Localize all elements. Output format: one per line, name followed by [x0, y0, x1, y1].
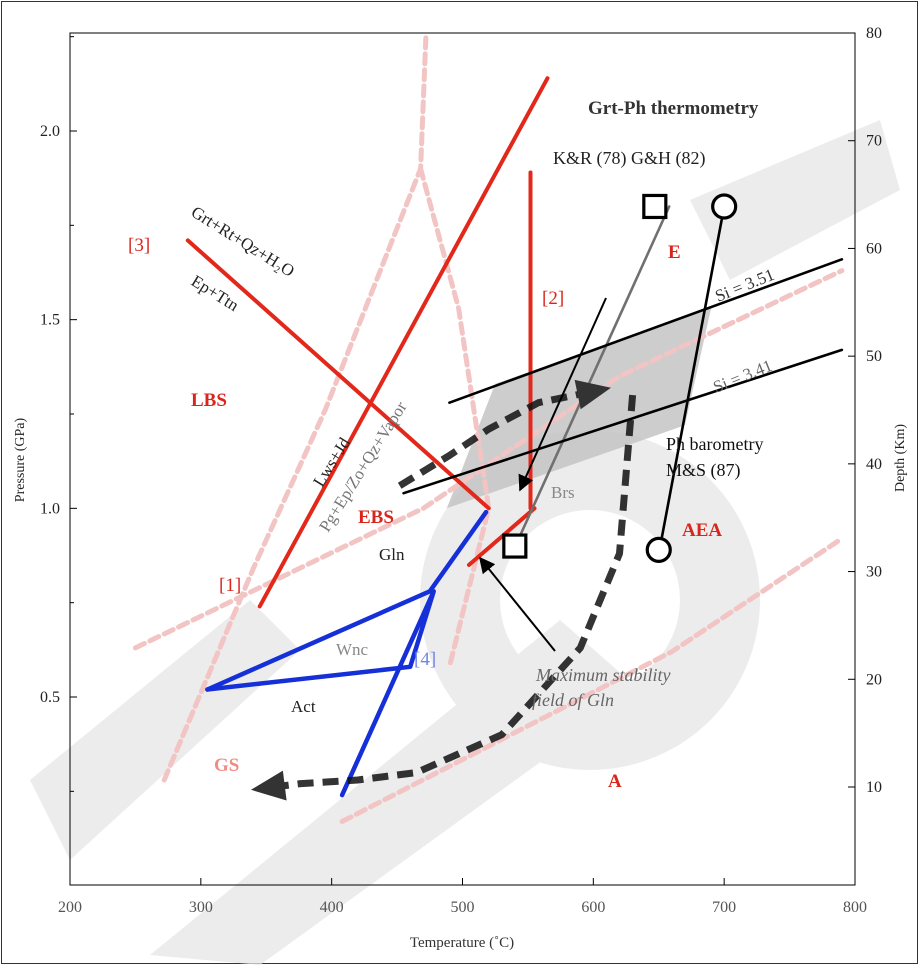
x-tick-label-1: 300 — [189, 899, 213, 916]
y-tick-label-0: 0.5 — [40, 689, 60, 706]
reaction-label-2: [2] — [542, 288, 564, 309]
watermark-stroke-3 — [690, 120, 900, 280]
field-label-a: A — [608, 771, 622, 792]
field-label-gs: GS — [214, 755, 239, 776]
watermark-circle — [420, 430, 760, 770]
reaction-grt-rt-label: Grt+Rt+Qz+H₂O — [188, 202, 298, 281]
x-tick-label-5: 700 — [712, 899, 736, 916]
reaction-ep-ttn-label: Ep+Ttn — [188, 271, 243, 315]
gln-label: Gln — [379, 545, 405, 564]
brs-label: Brs — [551, 483, 575, 502]
chart-marks — [132, 34, 845, 824]
series-line-5 — [205, 589, 436, 798]
series-line-6 — [517, 205, 671, 540]
x-tick-label-0: 200 — [58, 899, 82, 916]
y-tick-label-2: 1.5 — [40, 312, 60, 329]
ms87-label: M&S (87) — [666, 460, 741, 481]
field-label-lbs: LBS — [191, 390, 227, 411]
grt-ph-thermometry-label: Grt-Ph thermometry — [588, 98, 759, 119]
axes: 200 300 400 500 600 700 800 0.5 1.0 1.5 2.0 10 20 30 4… — [40, 25, 882, 916]
wnc-label: Wnc — [336, 640, 369, 659]
series-line-10 — [132, 268, 845, 651]
pt-path-1 — [397, 387, 595, 489]
series-line-0 — [185, 238, 491, 511]
y-right-tick-label-7: 80 — [866, 25, 882, 42]
reaction-label-1: [1] — [219, 575, 241, 596]
y-right-tick-label-5: 60 — [866, 240, 882, 257]
circle-marker-0 — [711, 193, 738, 220]
square-marker-0 — [502, 533, 528, 559]
reaction-label-3: [3] — [128, 235, 150, 256]
x-axis-title: Temperature (˚C) — [410, 935, 514, 951]
x-tick-label-2: 400 — [320, 899, 344, 916]
y-right-tick-label-0: 10 — [866, 779, 882, 796]
kr-gh-label: K&R (78) G&H (82) — [553, 148, 705, 169]
watermark — [30, 120, 900, 965]
series-line-4 — [205, 509, 489, 692]
series-line-8 — [448, 257, 844, 405]
y-right-tick-label-6: 70 — [866, 133, 882, 150]
field-label-e: E — [668, 242, 681, 263]
series-line-1 — [257, 76, 550, 609]
pt-path-arrowhead-1 — [574, 379, 611, 410]
square-marker-1 — [642, 193, 668, 220]
max-stability-label-1: Maximum stability — [535, 665, 670, 685]
series-line-3 — [467, 506, 537, 567]
watermark-stroke-1 — [30, 600, 300, 860]
max-stability-label-2: field of Gln — [532, 690, 614, 710]
circle-marker-1 — [645, 536, 672, 563]
x-tick-label-6: 800 — [843, 899, 867, 916]
series-line-13 — [339, 536, 845, 824]
field-label-aea: AEA — [682, 520, 722, 541]
series-line-9 — [402, 348, 844, 495]
field-label-ebs: EBS — [358, 507, 394, 528]
pt-path-0 — [268, 394, 637, 792]
y-tick-label-3: 2.0 — [40, 123, 60, 140]
y-right-tick-label-3: 40 — [866, 456, 882, 473]
brs-arrow — [518, 297, 607, 492]
x-tick-label-3: 500 — [451, 899, 475, 916]
si-341-label: Si = 3.41 — [710, 356, 775, 397]
x-tick-label-4: 600 — [581, 899, 605, 916]
series-line-11 — [161, 34, 429, 783]
ph-barometry-label: Ph barometry — [666, 434, 763, 454]
y-right-tick-label-4: 50 — [866, 348, 882, 365]
y-axis-title: Pressure (GPa) — [13, 417, 28, 502]
y-axis-right-title: Depth (Km) — [893, 424, 908, 492]
reaction-label-4: [4] — [414, 649, 436, 670]
y-tick-label-1: 1.0 — [40, 500, 60, 517]
pt-path-arrowhead-0 — [251, 770, 287, 801]
y-right-tick-label-2: 30 — [866, 564, 882, 581]
max-stability-arrow — [478, 556, 556, 652]
y-right-tick-label-1: 20 — [866, 671, 882, 688]
act-label: Act — [291, 697, 316, 716]
series-line-7 — [657, 205, 726, 555]
series-line-12 — [418, 166, 492, 670]
